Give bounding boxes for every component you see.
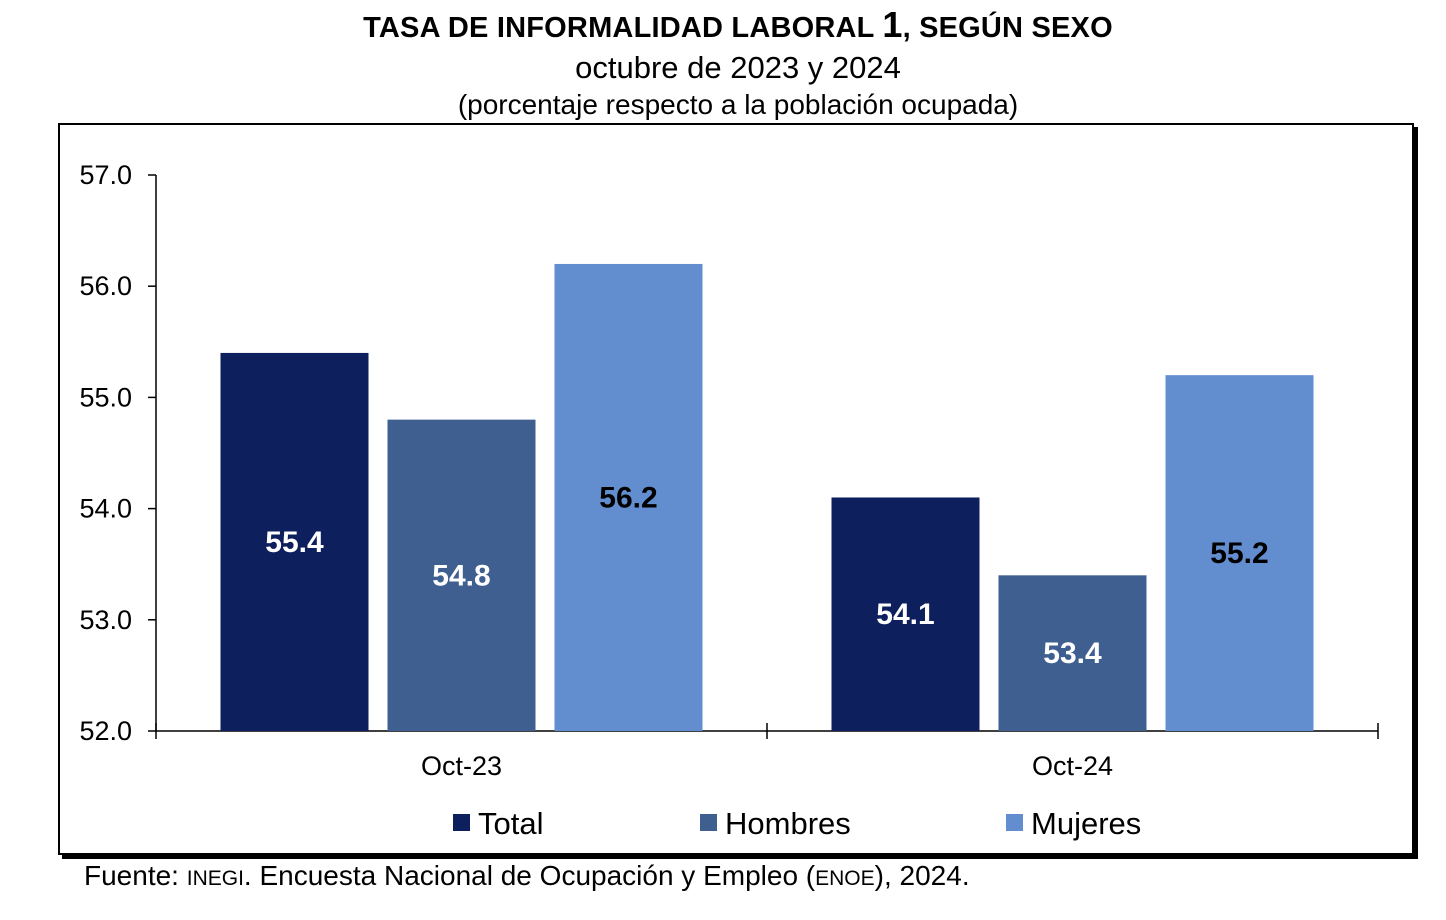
title-main: TASA DE INFORMALIDAD LABORAL xyxy=(363,12,883,44)
bar-value-label: 56.2 xyxy=(599,481,657,514)
bar-value-label: 54.8 xyxy=(432,559,490,592)
bar-value-label: 55.4 xyxy=(265,526,324,559)
y-tick-label: 57.0 xyxy=(79,160,132,190)
title-footnote-ref: 1 xyxy=(882,4,903,45)
legend-label: Hombres xyxy=(725,806,851,841)
bar xyxy=(387,419,536,731)
legend-label: Total xyxy=(478,806,543,841)
legend-swatch xyxy=(700,814,717,831)
y-tick-label: 54.0 xyxy=(79,494,132,524)
title-tail: , SEGÚN SEXO xyxy=(902,12,1113,44)
bar-value-label: 55.2 xyxy=(1210,537,1268,570)
y-tick-label: 52.0 xyxy=(79,716,132,746)
y-tick-label: 56.0 xyxy=(79,271,132,301)
bar xyxy=(1165,375,1314,731)
source-acronym: ENOE xyxy=(815,867,875,890)
y-tick-label: 53.0 xyxy=(79,605,132,635)
bar-value-label: 54.1 xyxy=(876,598,934,631)
source-note: Fuente: INEGI. Encuesta Nacional de Ocup… xyxy=(84,860,970,892)
x-category-label: Oct-24 xyxy=(1032,751,1113,781)
legend-label: Mujeres xyxy=(1031,806,1141,841)
bar xyxy=(554,263,703,731)
chart-subtitle: octubre de 2023 y 2024 xyxy=(575,50,901,85)
y-tick-label: 55.0 xyxy=(79,382,132,412)
bar xyxy=(831,497,980,731)
bar xyxy=(998,575,1147,731)
x-category-label: Oct-23 xyxy=(421,751,502,781)
bar-value-label: 53.4 xyxy=(1043,637,1102,670)
legend-swatch xyxy=(1006,814,1023,831)
chart-title: TASA DE INFORMALIDAD LABORAL 1, SEGÚN SE… xyxy=(0,4,1446,46)
legend-swatch xyxy=(453,814,470,831)
source-label: Fuente: xyxy=(84,860,187,891)
source-survey: . Encuesta Nacional de Ocupación y Emple… xyxy=(243,860,816,891)
source-org: INEGI xyxy=(186,867,244,890)
source-year: ), 2024. xyxy=(874,860,970,891)
chart-unit-note: (porcentaje respecto a la población ocup… xyxy=(457,89,1019,120)
bar xyxy=(220,352,369,731)
